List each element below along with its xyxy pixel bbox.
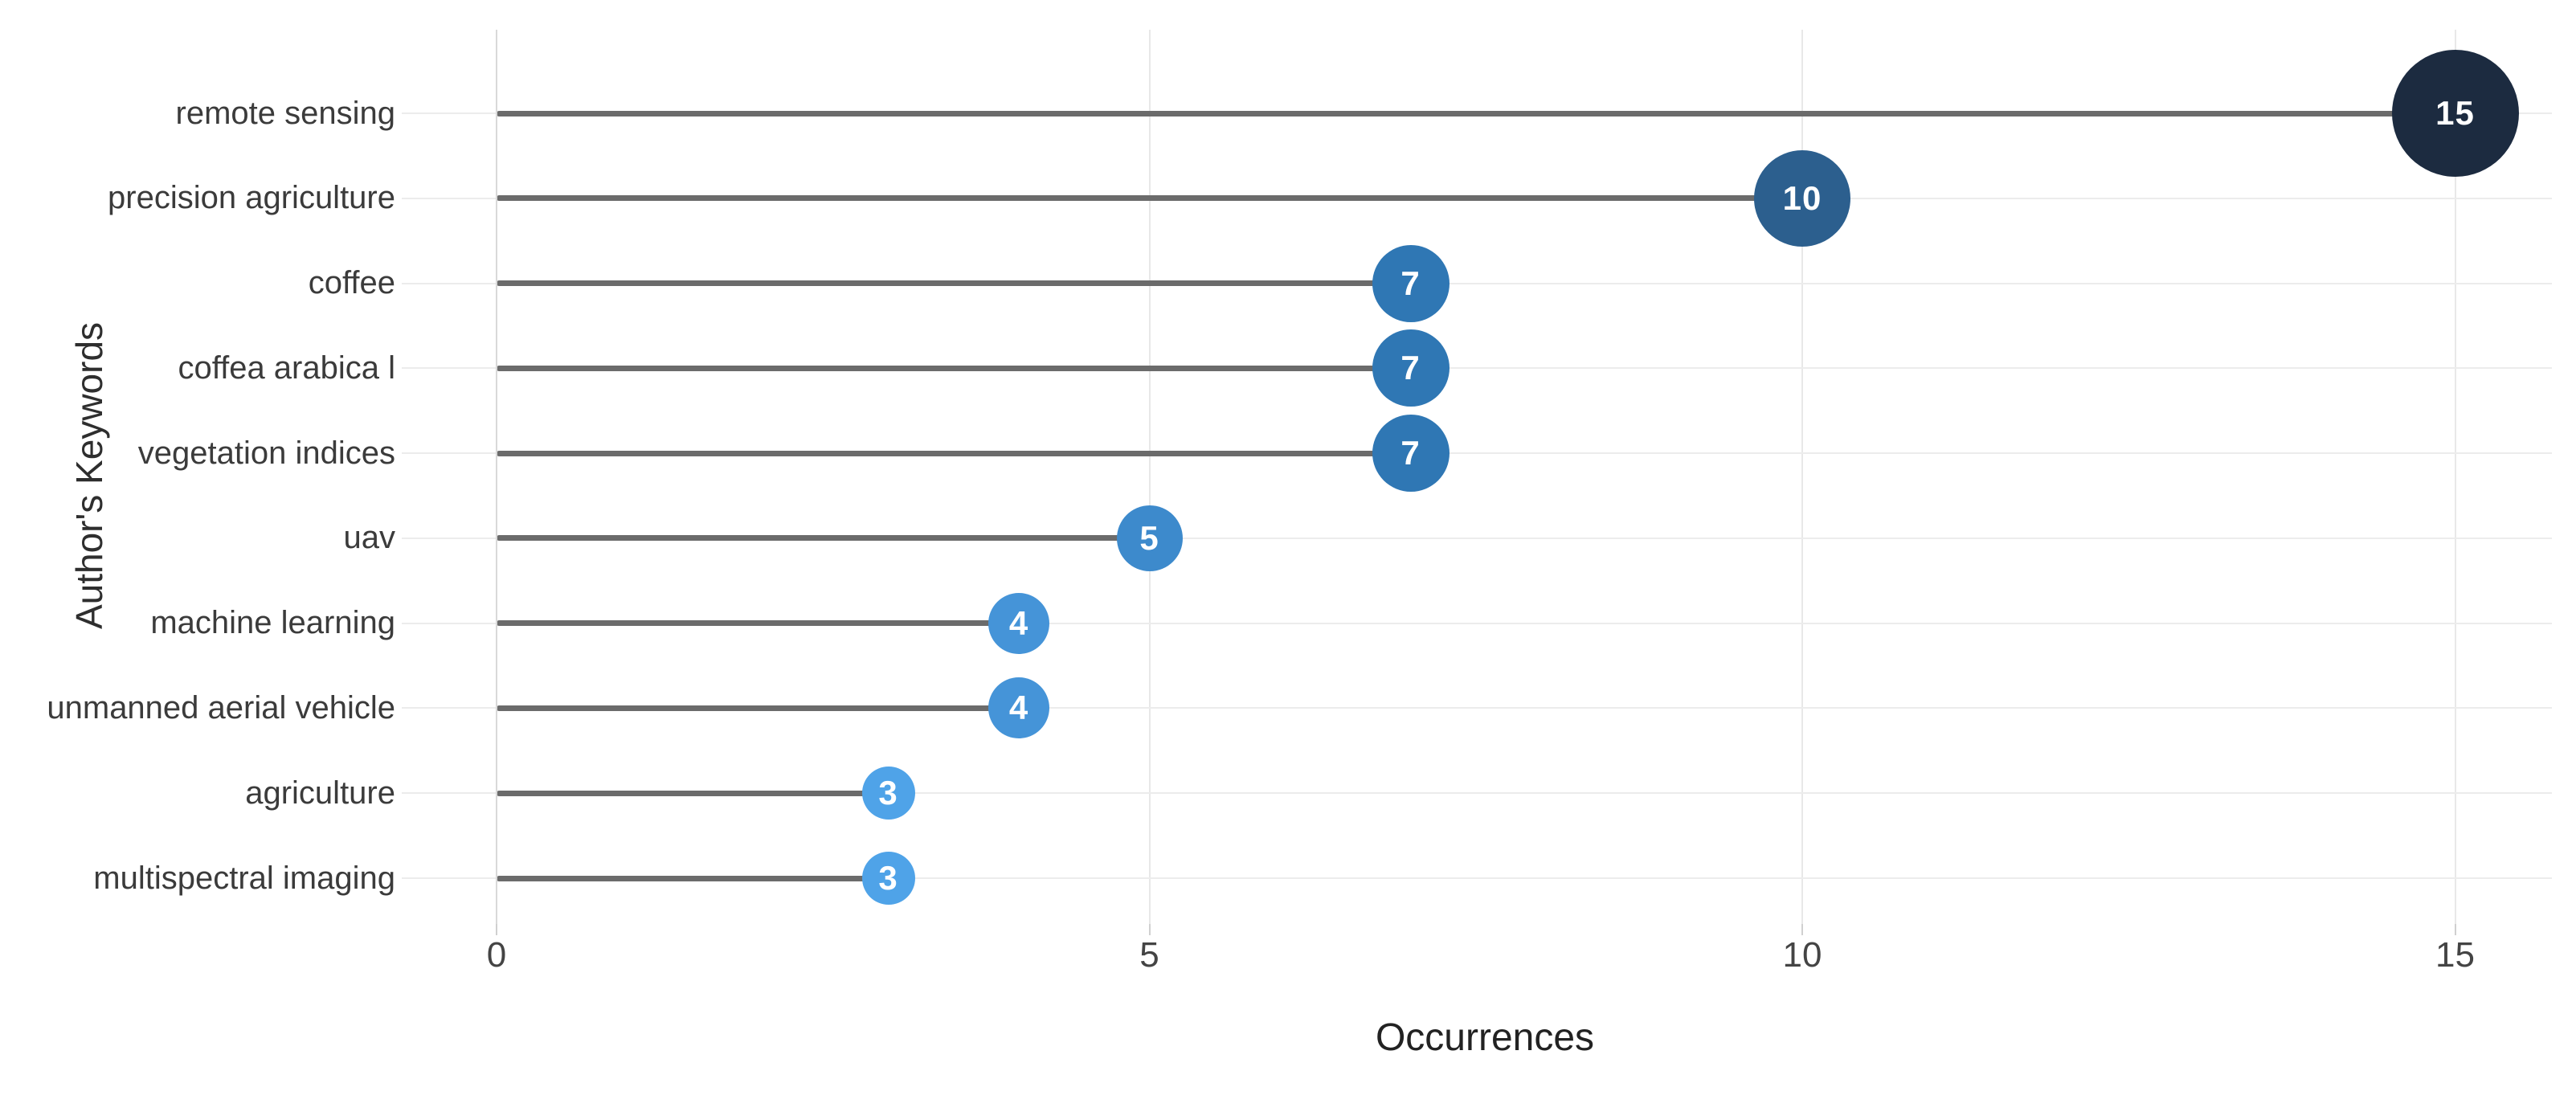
category-label: agriculture	[245, 775, 395, 811]
dot-value-label: 10	[1782, 178, 1822, 217]
category-label: multispectral imaging	[93, 860, 395, 896]
lollipop-dot[interactable]: 4	[988, 592, 1049, 654]
category-gridline	[497, 537, 2552, 539]
x-tick	[2454, 924, 2456, 935]
dot-value-label: 4	[1008, 689, 1029, 727]
lollipop-stem	[497, 365, 1411, 371]
x-tick-label: 15	[2435, 935, 2475, 975]
lollipop-dot[interactable]: 7	[1372, 329, 1450, 407]
lollipop-stem	[497, 450, 1411, 456]
category-label-row: unmanned aerial vehicle	[0, 684, 497, 732]
category-gridline	[497, 792, 2552, 795]
lollipop-dot[interactable]: 3	[861, 852, 915, 906]
category-leader-line	[402, 622, 497, 624]
lollipop-dot[interactable]: 10	[1754, 149, 1850, 247]
dot-value-label: 7	[1400, 434, 1421, 472]
category-gridline	[497, 282, 2552, 284]
category-label-row: agriculture	[0, 769, 497, 817]
lollipop-stem	[497, 790, 889, 796]
dot-value-label: 7	[1400, 264, 1421, 302]
category-label: coffee	[308, 265, 395, 301]
category-label-row: precision agriculture	[0, 174, 497, 223]
category-leader-line	[402, 452, 497, 455]
category-label: remote sensing	[175, 95, 395, 131]
lollipop-dot[interactable]: 15	[2391, 50, 2519, 177]
lollipop-dot[interactable]: 3	[861, 767, 915, 820]
y-axis-title: Author's Keywords	[68, 321, 110, 630]
lollipop-dot[interactable]: 7	[1372, 415, 1450, 493]
x-tick	[1148, 924, 1151, 935]
lollipop-stem	[497, 280, 1411, 287]
lollipop-stem	[497, 535, 1150, 542]
category-gridline	[497, 452, 2552, 455]
lollipop-stem	[497, 110, 2455, 117]
lollipop-dot[interactable]: 7	[1372, 244, 1450, 322]
category-label: uav	[343, 520, 396, 556]
category-leader-line	[402, 112, 497, 114]
x-gridline	[2454, 30, 2456, 924]
category-label-row: vegetation indices	[0, 429, 497, 477]
category-label-row: remote sensing	[0, 89, 497, 137]
x-axis-title: Occurrences	[1375, 1016, 1595, 1059]
lollipop-stem	[497, 705, 1019, 711]
dot-value-label: 5	[1139, 518, 1159, 557]
category-leader-line	[402, 537, 497, 539]
lollipop-stem	[497, 195, 1802, 202]
x-tick-label: 10	[1782, 935, 1822, 975]
category-label: vegetation indices	[137, 435, 395, 471]
category-label: unmanned aerial vehicle	[47, 689, 395, 726]
category-label-row: multispectral imaging	[0, 854, 497, 902]
x-gridline	[1148, 30, 1151, 924]
x-gridline	[1801, 30, 1803, 924]
category-label-row: coffea arabica l	[0, 344, 497, 392]
dot-value-label: 7	[1400, 349, 1421, 387]
lollipop-dot[interactable]: 5	[1116, 505, 1183, 571]
dot-value-label: 3	[878, 774, 898, 812]
x-tick-label: 5	[1139, 935, 1159, 975]
category-label: coffea arabica l	[178, 350, 395, 386]
category-gridline	[497, 707, 2552, 709]
dot-value-label: 3	[878, 859, 898, 897]
category-gridline	[497, 622, 2552, 624]
lollipop-stem	[497, 875, 889, 881]
category-leader-line	[402, 197, 497, 199]
category-gridline	[497, 877, 2552, 880]
x-tick	[1801, 924, 1803, 935]
dot-value-label: 4	[1008, 603, 1029, 642]
category-leader-line	[402, 792, 497, 795]
x-tick	[496, 924, 497, 935]
category-label: machine learning	[150, 605, 395, 641]
category-label-row: machine learning	[0, 599, 497, 648]
category-leader-line	[402, 367, 497, 370]
category-leader-line	[402, 707, 497, 709]
y-axis-line	[496, 30, 497, 924]
lollipop-dot[interactable]: 4	[988, 677, 1049, 739]
category-gridline	[497, 367, 2552, 370]
category-leader-line	[402, 282, 497, 284]
category-label-row: coffee	[0, 260, 497, 308]
category-label: precision agriculture	[108, 180, 395, 216]
dot-value-label: 15	[2435, 94, 2475, 132]
category-leader-line	[402, 877, 497, 880]
x-tick-label: 0	[486, 935, 507, 975]
category-label-row: uav	[0, 514, 497, 562]
lollipop-stem	[497, 620, 1019, 627]
